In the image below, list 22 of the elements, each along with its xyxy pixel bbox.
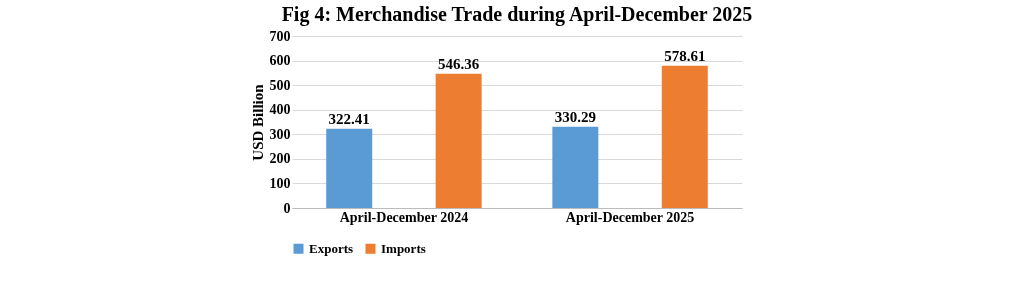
x-tick-label: April-December 2024 <box>339 209 469 225</box>
legend-label: Exports <box>309 240 354 256</box>
y-tick-label: 400 <box>269 102 291 118</box>
y-tick-label: 200 <box>269 151 291 167</box>
y-tick-label: 700 <box>269 28 291 44</box>
y-tick-label: 100 <box>269 175 291 191</box>
data-label: 578.61 <box>664 47 706 64</box>
legend-label: Imports <box>381 240 426 256</box>
y-tick-label: 500 <box>269 77 291 93</box>
bar <box>326 128 373 208</box>
chart-title: Fig 4: Merchandise Trade during April-December 2025 <box>281 3 753 26</box>
y-tick-label: 300 <box>269 126 291 142</box>
data-label: 330.29 <box>554 108 596 125</box>
y-tick-label: 600 <box>269 53 291 69</box>
data-label: 322.41 <box>328 110 370 127</box>
y-tick-label: 0 <box>283 200 291 216</box>
y-axis-title: USD Billion <box>249 83 266 161</box>
x-tick-label: April-December 2025 <box>565 209 695 225</box>
bar <box>435 73 482 208</box>
data-label: 546.36 <box>438 55 480 72</box>
bar <box>552 126 599 208</box>
bar <box>661 65 708 208</box>
